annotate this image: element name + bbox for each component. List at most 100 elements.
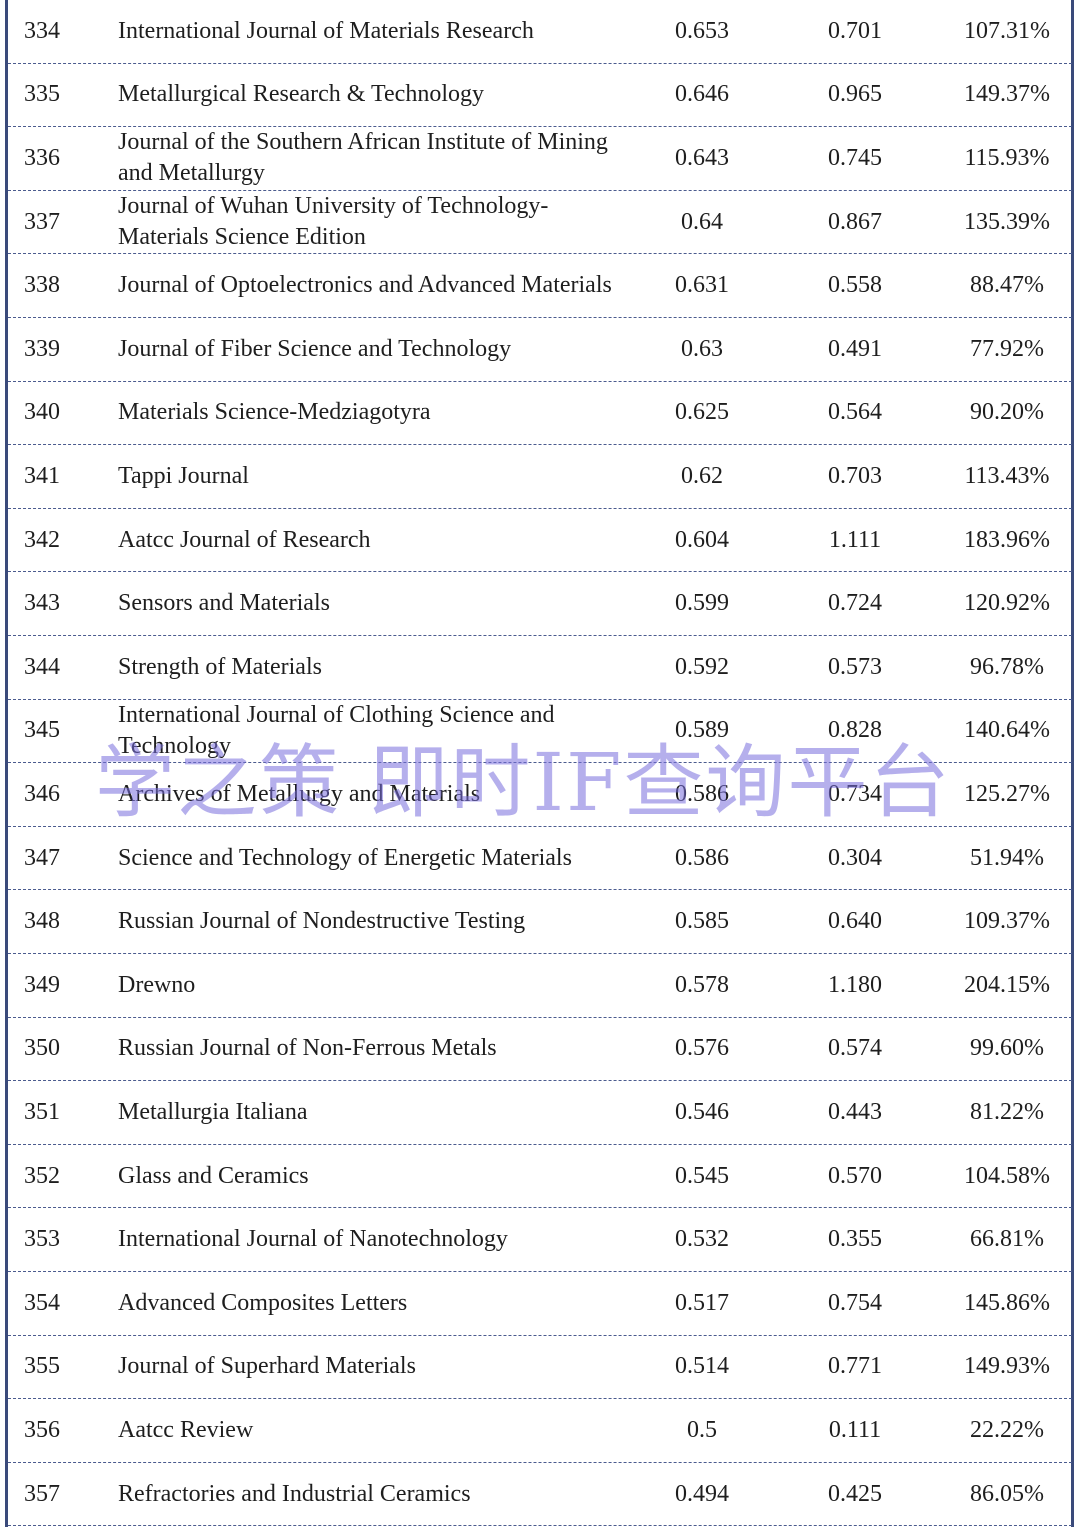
table-row: 345 International Journal of Clothing Sci… [8,700,1072,764]
if-value: 0.5 [687,1416,717,1443]
journal-name: International Journal of Clothing Scienc… [118,701,555,759]
journal-name: Journal of the Southern African Institut… [118,129,608,187]
realtime-if: 0.570 [828,1162,882,1189]
realtime-if: 0.703 [828,462,882,489]
realtime-if: 0.771 [828,1353,882,1380]
if-value: 0.586 [675,780,729,807]
table-row: 348 Russian Journal of Nondestructive Tes… [8,890,1072,954]
table-row: 356 Aatcc Review 0.5 0.111 22.22% [8,1399,1072,1463]
rank: 337 [24,208,60,235]
realtime-if: 0.574 [828,1035,882,1062]
table-row: 336 Journal of the Southern African Insti… [8,127,1072,191]
journal-name: Sensors and Materials [118,590,330,617]
realtime-if: 0.745 [828,144,882,171]
journal-name: Aatcc Journal of Research [118,526,371,553]
if-value: 0.625 [675,399,729,426]
change-rate: 77.92% [970,335,1044,362]
journal-name: Journal of Fiber Science and Technology [118,335,512,362]
rank: 354 [24,1289,60,1316]
rank: 334 [24,17,60,44]
journal-name: Advanced Composites Letters [118,1289,408,1316]
table-row: 351 Metallurgia Italiana 0.546 0.443 81.22% [8,1081,1072,1145]
table-row: 341 Tappi Journal 0.62 0.703 113.43% [8,445,1072,509]
realtime-if: 0.701 [828,17,882,44]
change-rate: 125.27% [964,780,1050,807]
journal-name: International Journal of Nanotechnology [118,1226,508,1253]
change-rate: 22.22% [970,1416,1044,1443]
table-row: 342 Aatcc Journal of Research 0.604 1.111 18… [8,509,1072,573]
change-rate: 96.78% [970,653,1044,680]
change-rate: 204.15% [964,971,1050,998]
if-value: 0.599 [675,590,729,617]
if-value: 0.586 [675,844,729,871]
realtime-if: 0.355 [828,1226,882,1253]
change-rate: 90.20% [970,399,1044,426]
table-row: 337 Journal of Wuhan University of Techno… [8,191,1072,255]
realtime-if: 0.425 [828,1480,882,1507]
rank: 355 [24,1353,60,1380]
rank: 357 [24,1480,60,1507]
rank: 344 [24,653,60,680]
journal-name: International Journal of Materials Resea… [118,17,534,44]
table-row: 355 Journal of Superhard Materials 0.514 0.… [8,1336,1072,1400]
change-rate: 99.60% [970,1035,1044,1062]
rank: 346 [24,780,60,807]
realtime-if: 0.754 [828,1289,882,1316]
table-row: 335 Metallurgical Research & Technology 0.… [8,64,1072,128]
if-value: 0.63 [681,335,723,362]
rank: 341 [24,462,60,489]
if-value: 0.532 [675,1226,729,1253]
journal-name: Russian Journal of Non-Ferrous Metals [118,1035,497,1062]
realtime-if: 1.180 [828,971,882,998]
if-value: 0.517 [675,1289,729,1316]
realtime-if: 0.965 [828,81,882,108]
journal-name: Science and Technology of Energetic Mate… [118,844,572,871]
change-rate: 149.37% [964,81,1050,108]
if-value: 0.589 [675,717,729,744]
table-row: 343 Sensors and Materials 0.599 0.724 120.92… [8,572,1072,636]
table-row: 346 Archives of Metallurgy and Materials 0… [8,763,1072,827]
change-rate: 145.86% [964,1289,1050,1316]
table-row: 357 Refractories and Industrial Ceramics 0… [8,1463,1072,1527]
change-rate: 183.96% [964,526,1050,553]
rank: 338 [24,272,60,299]
if-value: 0.62 [681,462,723,489]
change-rate: 135.39% [964,208,1050,235]
journal-name: Metallurgia Italiana [118,1098,308,1125]
if-value: 0.545 [675,1162,729,1189]
rank: 340 [24,399,60,426]
if-value: 0.576 [675,1035,729,1062]
if-value: 0.494 [675,1480,729,1507]
table-row: 340 Materials Science-Medziagotyra 0.625 0.… [8,382,1072,446]
change-rate: 66.81% [970,1226,1044,1253]
realtime-if: 0.491 [828,335,882,362]
journal-name: Aatcc Review [118,1416,254,1443]
change-rate: 113.43% [964,462,1050,489]
journal-name: Materials Science-Medziagotyra [118,399,431,426]
rank: 336 [24,144,60,171]
table-row: 338 Journal of Optoelectronics and Advanc… [8,254,1072,318]
rank: 345 [24,717,60,744]
realtime-if: 0.867 [828,208,882,235]
realtime-if: 0.558 [828,272,882,299]
change-rate: 120.92% [964,590,1050,617]
change-rate: 149.93% [964,1353,1050,1380]
change-rate: 107.31% [964,17,1050,44]
journal-name: Refractories and Industrial Ceramics [118,1480,471,1507]
journal-name: Russian Journal of Nondestructive Testin… [118,908,526,935]
realtime-if: 0.734 [828,780,882,807]
change-rate: 109.37% [964,908,1050,935]
rank: 353 [24,1226,60,1253]
change-rate: 81.22% [970,1098,1044,1125]
if-value: 0.585 [675,908,729,935]
rank: 347 [24,844,60,871]
rank: 335 [24,81,60,108]
if-value: 0.604 [675,526,729,553]
journal-name: Metallurgical Research & Technology [118,81,484,108]
realtime-if: 0.724 [828,590,882,617]
if-value: 0.578 [675,971,729,998]
journal-name: Tappi Journal [118,462,249,489]
if-value: 0.646 [675,81,729,108]
realtime-if: 0.304 [828,844,882,871]
